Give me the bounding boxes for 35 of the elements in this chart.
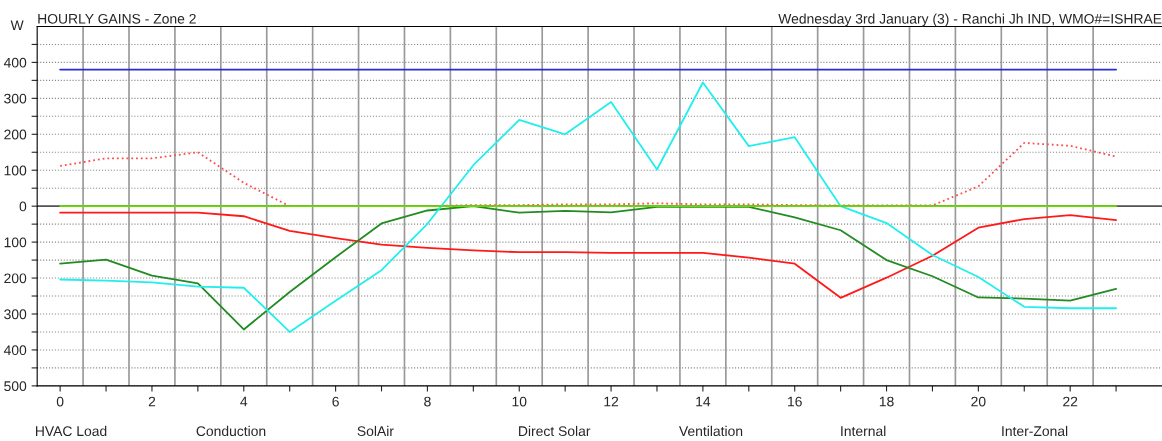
x-tick-label: 14 [696, 396, 711, 407]
y-tick-label: 400 [3, 345, 27, 356]
y-tick-label: 300 [4, 93, 27, 104]
line-series [59, 81, 1117, 333]
chart-title: HOURLY GAINS - Zone 2 [38, 13, 196, 24]
x-tick-label: 6 [332, 396, 339, 407]
y-tick-label: 400 [3, 57, 27, 68]
x-tick-label: 20 [971, 396, 986, 407]
x-tick-label: 22 [1063, 396, 1078, 407]
y-tick-label: 200 [4, 129, 27, 140]
text: Direct Solar [519, 425, 591, 437]
text: Ventilation [679, 425, 743, 437]
x-tick-label: 12 [604, 396, 619, 407]
y-tick-label: 500 [4, 381, 27, 392]
text: Inter-Zonal [1002, 425, 1068, 437]
x-tick-label: 8 [424, 396, 431, 407]
x-tick-label: 0 [56, 396, 64, 407]
chart-subtitle: Wednesday 3rd January (3) - Ranchi Jh IND, WMO#=ISHRAE [778, 13, 1162, 27]
text: SolAir [357, 425, 394, 437]
x-tick-label: 16 [788, 396, 802, 407]
x-tick-label: 2 [148, 396, 156, 407]
text: HVAC Load [36, 425, 107, 437]
y-tick-label: 300 [4, 309, 27, 320]
y-tick-label: 100 [4, 165, 27, 176]
x-tick-label: 4 [240, 396, 248, 407]
text: Conduction [196, 425, 266, 437]
text: Internal [841, 425, 886, 437]
x-tick-label: 10 [512, 396, 527, 407]
y-tick-label: 200 [4, 273, 27, 284]
line-series [59, 205, 1117, 331]
x-tick-label: 18 [879, 396, 894, 407]
y-tick-label: 0 [19, 201, 27, 212]
line-series [59, 211, 1117, 299]
y-axis-title: W [10, 20, 24, 31]
y-tick-label: 100 [4, 237, 27, 248]
